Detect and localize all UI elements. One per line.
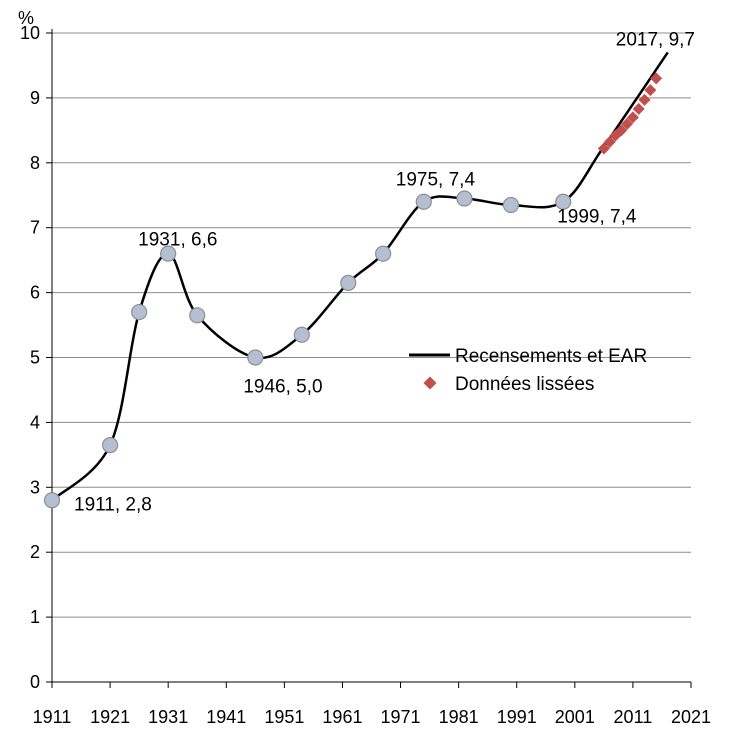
census-point <box>555 193 572 210</box>
y-tick-label: 1 <box>30 607 40 627</box>
x-tick-label: 1991 <box>497 707 537 727</box>
x-tick-label: 1911 <box>33 707 72 727</box>
annotations: 1911, 2,8 1931, 6,6 1946, 5,0 1975, 7,4 1999… <box>74 29 695 515</box>
x-tick-label: 2021 <box>671 707 711 727</box>
data-annotation: 1975, 7,4 <box>396 170 476 191</box>
data-annotation: 1999, 7,4 <box>557 207 637 228</box>
y-tick-label: 7 <box>30 218 40 238</box>
x-tick-label: 1951 <box>264 707 304 727</box>
x-tick-label: 1981 <box>439 707 479 727</box>
census-point <box>415 193 432 210</box>
grid-lines <box>52 32 691 618</box>
smoothed-point <box>632 102 645 115</box>
census-point <box>247 349 264 366</box>
census-point <box>375 245 392 262</box>
data-annotation: 1931, 6,6 <box>138 230 217 251</box>
smoothed-point <box>626 111 639 124</box>
smoothed-point <box>603 136 616 149</box>
y-tick-label: 2 <box>30 542 40 562</box>
x-tick-label: 1941 <box>206 707 246 727</box>
x-tick-label: 1921 <box>90 707 130 727</box>
census-markers <box>43 190 572 509</box>
axes <box>46 29 692 688</box>
x-tick-label: 1971 <box>381 707 421 727</box>
data-annotation: 1911, 2,8 <box>74 494 152 515</box>
y-tick-labels: 0 1 2 3 4 5 6 7 8 9 10 <box>20 23 40 692</box>
census-point <box>43 492 61 509</box>
smoothed-point <box>650 72 663 85</box>
census-point <box>502 196 520 214</box>
y-tick-label: 4 <box>30 412 40 432</box>
y-tick-label: 9 <box>30 88 40 108</box>
census-point <box>293 326 310 343</box>
y-tick-label: 5 <box>30 348 40 368</box>
x-tick-label: 1961 <box>322 707 362 727</box>
series-lines <box>51 51 669 502</box>
y-axis-unit: % <box>18 8 34 28</box>
legend: Recensements et EAR Données lissées <box>409 346 647 395</box>
census-point <box>189 307 206 324</box>
y-tick-label: 8 <box>30 153 40 173</box>
data-annotation: 1946, 5,0 <box>243 377 322 398</box>
x-tick-labels: 1911 1921 1931 1941 1951 1961 1971 1981 1991 2001… <box>33 707 711 727</box>
smoothed-point <box>615 124 628 137</box>
smoothed-markers <box>597 72 663 155</box>
y-tick-label: 0 <box>30 672 40 692</box>
legend-label-lissees: Données lissées <box>455 374 594 395</box>
smoothed-point <box>638 93 651 106</box>
x-tick-label: 2001 <box>555 707 595 727</box>
census-point <box>160 245 177 262</box>
x-tick-label: 2011 <box>614 707 653 727</box>
data-annotation: 2017, 9,7 <box>616 29 695 50</box>
legend-label-recensements: Recensements et EAR <box>455 346 647 367</box>
census-point <box>101 437 119 454</box>
census-point <box>456 190 473 207</box>
y-tick-label: 6 <box>30 283 40 303</box>
smoothed-point <box>597 142 610 155</box>
smoothed-point <box>621 117 634 130</box>
census-point <box>131 303 148 321</box>
smoothed-point <box>644 84 657 97</box>
legend-diamond-swatch <box>423 376 437 390</box>
series-line-recensements <box>51 51 669 502</box>
y-tick-label: 10 <box>20 23 40 43</box>
census-point <box>340 274 357 291</box>
x-tick-label: 1931 <box>148 707 188 727</box>
y-tick-label: 3 <box>30 477 40 497</box>
